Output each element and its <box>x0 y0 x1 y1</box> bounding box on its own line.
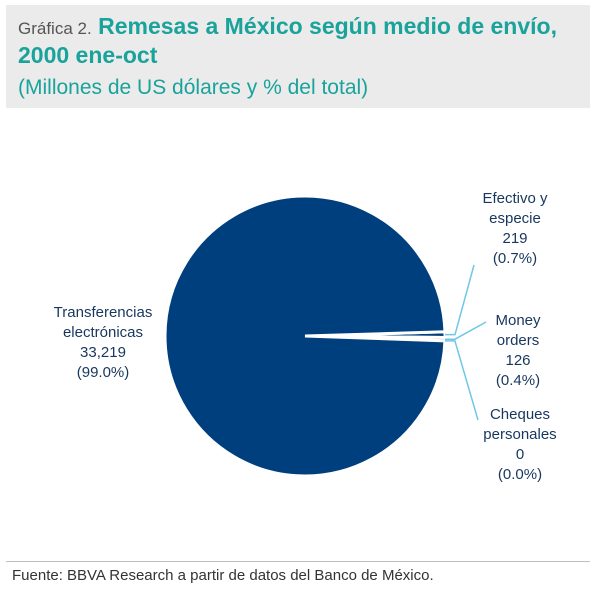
chart-title: Gráfica 2. Remesas a México según medio … <box>18 13 583 69</box>
label-money-orders: Money orders 126 (0.4%) <box>468 311 568 391</box>
pie-chart <box>163 194 487 478</box>
label-value: 0 <box>515 446 525 463</box>
label-name-line: especie <box>489 210 541 227</box>
leader-line-efectivo <box>444 264 475 336</box>
label-name-line: orders <box>496 332 540 349</box>
label-percent: (99.0%) <box>76 364 130 381</box>
label-name-line: personales <box>483 426 557 443</box>
leader-line-money-orders <box>444 321 487 340</box>
source-note: Fuente: BBVA Research a partir de datos … <box>12 567 434 584</box>
label-percent: (0.7%) <box>492 250 538 267</box>
label-value: 126 <box>505 352 531 369</box>
leader-line-cheques <box>444 340 479 421</box>
chart-title-text: Remesas a México según medio de envío, 2… <box>18 13 557 68</box>
label-name-line: Transferencias <box>53 304 153 321</box>
footer-divider <box>6 561 590 562</box>
chart-header: Gráfica 2. Remesas a México según medio … <box>6 5 590 108</box>
leader-lines <box>444 264 487 421</box>
label-name-line: Money <box>495 312 541 329</box>
pie-slices <box>163 194 447 478</box>
label-value: 219 <box>502 230 528 247</box>
label-name-line: electrónicas <box>62 324 144 341</box>
label-transferencias: Transferencias electrónicas 33,219 (99.0… <box>28 303 178 383</box>
label-percent: (0.4%) <box>495 372 541 389</box>
label-cheques: Cheques personales 0 (0.0%) <box>470 405 570 485</box>
slice-transferencias <box>163 194 447 478</box>
label-name-line: Cheques <box>489 406 551 423</box>
label-efectivo: Efectivo y especie 219 (0.7%) <box>465 189 565 269</box>
label-value: 33,219 <box>80 344 126 361</box>
chart-number: Gráfica 2. <box>18 19 92 38</box>
label-name-line: Efectivo y <box>482 190 548 207</box>
chart-subtitle: (Millones de US dólares y % del total) <box>18 76 369 99</box>
label-percent: (0.0%) <box>497 466 543 483</box>
